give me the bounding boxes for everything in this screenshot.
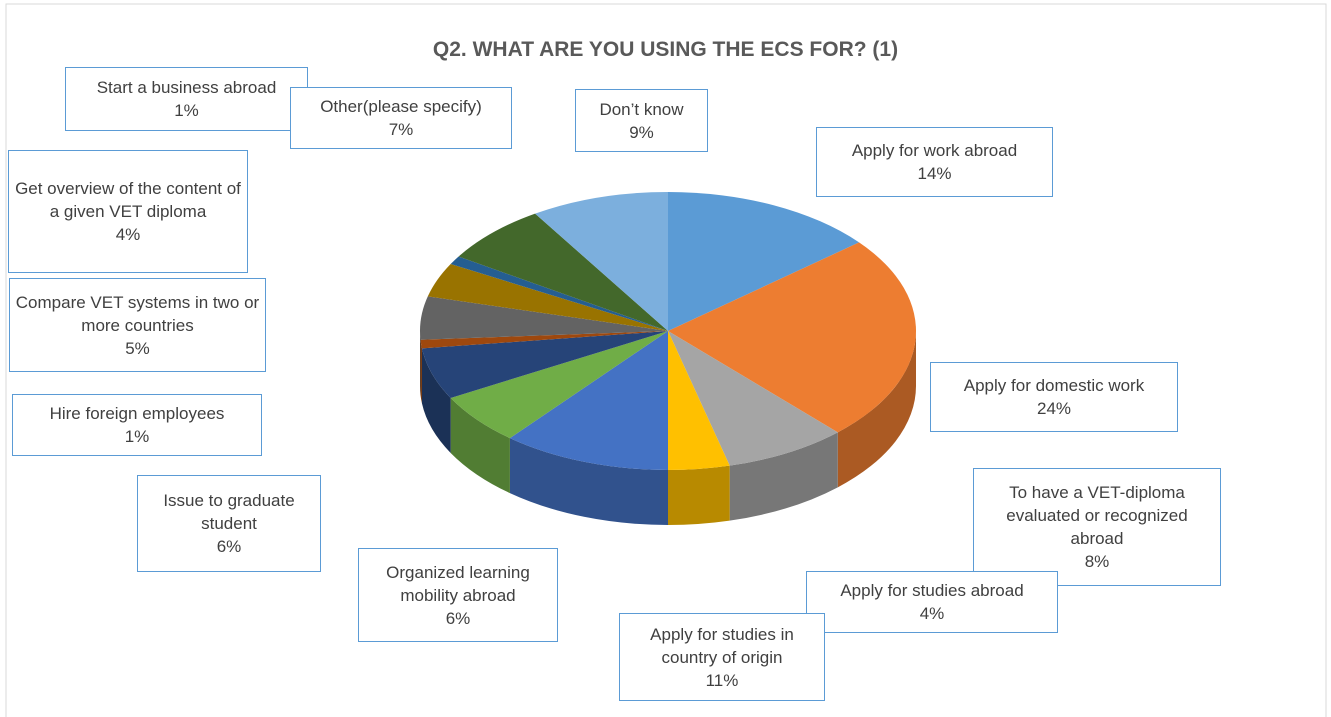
value-label: 24% (1036, 399, 1072, 418)
value-label: 7% (388, 120, 414, 139)
category-label: Apply for work abroad (851, 141, 1018, 160)
slice-side (509, 438, 668, 525)
data-label-box: Issue to graduate student 6% (137, 475, 321, 572)
data-label-box: Get overview of the content of a given V… (8, 150, 248, 273)
value-label: 1% (174, 101, 199, 120)
category-label: Get overview of the content of a given V… (15, 179, 241, 221)
category-label: Compare VET systems in two or more count… (15, 292, 260, 335)
chart-frame (5, 3, 1327, 717)
data-label-box: Apply for studies abroad 4% (806, 571, 1058, 633)
category-label: Organized learning mobility abroad (386, 562, 530, 605)
data-label-box: To have a VET-diploma evaluated or recog… (973, 468, 1221, 586)
value-label: 11% (705, 670, 739, 690)
slice (420, 296, 668, 340)
slice (427, 264, 668, 331)
value-label: 6% (445, 608, 471, 628)
slice (450, 256, 668, 331)
slice-side (421, 348, 451, 453)
category-label: Apply for domestic work (963, 376, 1145, 395)
slice (668, 331, 838, 466)
slice-side (668, 465, 730, 525)
chart-title: Q2. WHAT ARE YOU USING THE ECS FOR? (1) (432, 38, 899, 61)
value-label: 1% (124, 427, 150, 446)
value-label: 8% (1084, 552, 1110, 571)
category-label: Issue to graduate student (163, 491, 295, 533)
category-label: Hire foreign employees (49, 404, 225, 423)
slice (450, 331, 668, 439)
data-label-box: Apply for studies in country of origin 11… (619, 613, 825, 701)
data-label-box: Compare VET systems in two or more count… (9, 278, 266, 372)
slice (668, 192, 860, 331)
data-label-box: Don’t know 9% (575, 89, 708, 152)
category-label: Other(please specify) (320, 97, 482, 116)
slice-side (420, 339, 422, 404)
slice-side (450, 397, 510, 494)
category-label: To have a VET-diploma evaluated or recog… (1006, 483, 1188, 548)
data-label-box: Start a business abroad 1% (65, 67, 308, 131)
category-label: Apply for studies in country of origin (650, 624, 794, 667)
slice-side (729, 432, 838, 521)
data-label-box: Other(please specify) 7% (290, 87, 512, 149)
slice-side (837, 331, 916, 488)
slice (421, 331, 668, 398)
value-label: 9% (629, 122, 654, 142)
slice (458, 213, 668, 331)
slice (509, 331, 668, 470)
value-label: 5% (125, 338, 150, 358)
value-label: 6% (216, 537, 242, 556)
data-label-box: Organized learning mobility abroad 6% (358, 548, 558, 642)
slice (668, 331, 730, 470)
data-label-box: Apply for work abroad 14% (816, 127, 1053, 197)
slice (420, 331, 668, 349)
data-label-box: Hire foreign employees 1% (12, 394, 262, 456)
category-label: Don’t know (599, 99, 684, 119)
category-label: Start a business abroad (96, 78, 277, 97)
value-label: 14% (917, 164, 952, 183)
value-label: 4% (115, 225, 141, 244)
slice (535, 192, 668, 331)
slice (668, 242, 916, 433)
value-label: 4% (919, 604, 945, 623)
data-label-box: Apply for domestic work 24% (930, 362, 1178, 432)
category-label: Apply for studies abroad (840, 581, 1024, 600)
